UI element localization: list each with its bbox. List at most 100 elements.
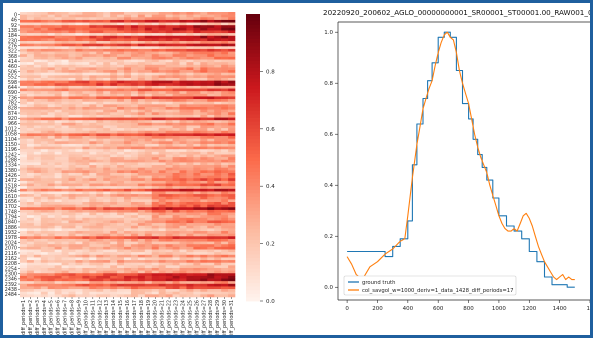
heatmap-cell xyxy=(214,294,222,298)
heatmap-cell xyxy=(207,112,215,116)
heatmap-cell xyxy=(33,186,42,190)
heatmap-cell xyxy=(33,56,42,60)
heatmap-cell xyxy=(124,223,132,227)
heatmap-cell xyxy=(144,17,153,21)
heatmap-cell xyxy=(179,80,187,84)
heatmap-cell xyxy=(179,252,187,256)
heatmap-cell xyxy=(179,165,187,168)
heatmap-cell xyxy=(20,99,28,103)
heatmap-cell xyxy=(20,244,28,248)
heatmap-cell xyxy=(172,183,180,187)
heatmap-cell xyxy=(186,267,194,271)
heatmap-cell xyxy=(144,138,153,142)
heatmap-cell xyxy=(89,260,97,263)
heatmap-cell xyxy=(228,194,236,198)
heatmap-cell xyxy=(200,19,208,23)
col-tick-label: diff_periods=12 xyxy=(97,300,103,335)
heatmap-cell xyxy=(47,154,55,158)
heatmap-cell xyxy=(82,220,90,224)
heatmap-cell xyxy=(144,128,153,132)
heatmap-cell xyxy=(186,51,194,55)
heatmap-cell xyxy=(151,67,160,71)
heatmap-cell xyxy=(221,30,229,34)
heatmap-cell xyxy=(61,178,69,182)
heatmap-cell xyxy=(82,77,90,81)
heatmap-cell xyxy=(124,175,132,179)
heatmap-cell xyxy=(172,35,180,39)
heatmap-cell xyxy=(228,183,236,187)
heatmap-cell xyxy=(20,122,28,126)
heatmap-cell xyxy=(110,225,118,229)
heatmap-cell xyxy=(124,35,132,39)
heatmap-cell xyxy=(137,64,146,68)
heatmap-cell xyxy=(33,33,42,37)
heatmap-cell xyxy=(228,215,236,219)
heatmap-cell xyxy=(221,133,229,137)
heatmap-cell xyxy=(82,162,90,166)
heatmap-cell xyxy=(193,254,201,258)
heatmap-cell xyxy=(186,172,194,176)
heatmap-cell xyxy=(200,138,208,142)
heatmap-cell xyxy=(137,41,146,44)
heatmap-cell xyxy=(207,149,215,153)
heatmap-cell xyxy=(151,91,160,95)
heatmap-cell xyxy=(151,130,160,134)
heatmap-cell xyxy=(144,294,153,298)
heatmap-cell xyxy=(54,246,62,250)
heatmap-cell xyxy=(137,199,146,203)
heatmap-cell xyxy=(200,143,208,147)
heatmap-cell xyxy=(75,14,83,18)
heatmap-cell xyxy=(47,228,55,232)
heatmap-cell xyxy=(207,252,215,256)
heatmap-cell xyxy=(89,146,97,150)
heatmap-cell xyxy=(103,249,111,253)
col-tick-label: diff_periods=17 xyxy=(132,300,138,335)
colorbar-segment xyxy=(246,146,260,151)
heatmap-cell xyxy=(82,273,90,277)
heatmap-cell xyxy=(130,117,139,121)
heatmap-cell xyxy=(172,162,180,166)
heatmap-cell xyxy=(165,212,173,216)
heatmap-cell xyxy=(68,175,76,179)
heatmap-cell xyxy=(68,136,76,139)
heatmap-cell xyxy=(158,231,166,234)
heatmap-cell xyxy=(40,22,49,26)
heatmap-cell xyxy=(200,220,208,224)
heatmap-cell xyxy=(193,283,201,287)
heatmap-cell xyxy=(221,56,229,60)
heatmap-cell xyxy=(47,33,55,37)
heatmap-cell xyxy=(158,62,166,66)
heatmap-cell xyxy=(117,83,125,87)
heatmap-cell xyxy=(47,43,55,47)
heatmap-cell xyxy=(117,212,125,216)
heatmap-cell xyxy=(68,220,76,224)
heatmap-cell xyxy=(172,101,180,105)
heatmap-cell xyxy=(221,112,229,116)
heatmap-cell xyxy=(165,54,173,58)
heatmap-cell xyxy=(158,270,166,274)
heatmap-cell xyxy=(82,194,90,198)
heatmap-cell xyxy=(207,91,215,95)
heatmap-cell xyxy=(20,56,28,60)
heatmap-cell xyxy=(89,93,97,97)
heatmap-cell xyxy=(137,14,146,18)
heatmap-cell xyxy=(137,120,146,124)
heatmap-cell xyxy=(68,83,76,87)
heatmap-cell xyxy=(193,33,201,37)
heatmap-cell xyxy=(103,14,111,18)
heatmap-cell xyxy=(158,183,166,187)
heatmap-cell xyxy=(117,30,125,34)
heatmap-cell xyxy=(117,85,125,89)
heatmap-cell xyxy=(47,238,55,242)
heatmap-cell xyxy=(130,265,139,269)
heatmap-cell xyxy=(75,59,83,63)
heatmap-cell xyxy=(54,180,62,184)
heatmap-cell xyxy=(130,244,139,248)
heatmap-cell xyxy=(214,157,222,161)
heatmap-cell xyxy=(172,267,180,271)
heatmap-cell xyxy=(40,67,49,71)
heatmap-cell xyxy=(179,133,187,137)
heatmap-cell xyxy=(33,35,42,39)
heatmap-cell xyxy=(47,83,55,87)
heatmap-cell xyxy=(68,246,76,250)
